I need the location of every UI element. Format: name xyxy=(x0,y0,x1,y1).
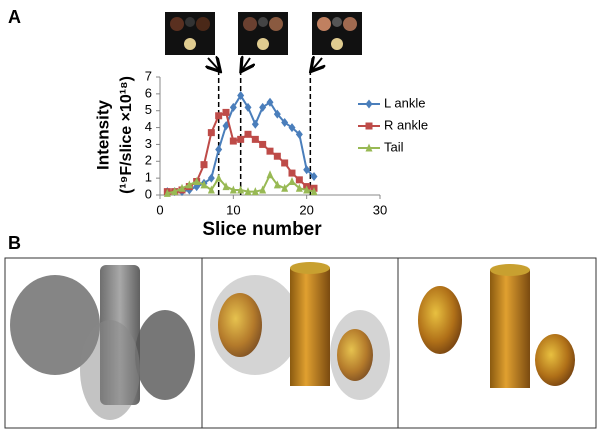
point xyxy=(229,185,237,194)
point xyxy=(288,123,296,133)
y-tick-label: 6 xyxy=(145,85,152,100)
point xyxy=(215,112,223,120)
y-tick-label: 7 xyxy=(145,68,152,83)
y-tick-label: 2 xyxy=(145,153,152,168)
point xyxy=(237,135,245,143)
point xyxy=(237,91,245,101)
point xyxy=(229,102,237,112)
x-tick-label: 0 xyxy=(156,202,163,217)
point xyxy=(259,140,267,148)
point xyxy=(207,129,215,137)
point xyxy=(266,170,274,179)
point xyxy=(273,152,281,160)
point xyxy=(288,177,296,186)
y-tick-label: 1 xyxy=(145,170,152,185)
point xyxy=(310,171,318,181)
point xyxy=(215,173,223,182)
point xyxy=(222,108,230,116)
y-tick-label: 3 xyxy=(145,136,152,151)
point xyxy=(207,173,215,183)
point xyxy=(266,97,274,107)
rendering-panel xyxy=(201,257,399,429)
point xyxy=(310,187,318,196)
point xyxy=(281,183,289,192)
rendering-panel xyxy=(4,257,203,429)
point xyxy=(303,185,311,194)
point xyxy=(295,129,303,139)
point xyxy=(273,180,281,189)
point xyxy=(266,147,274,155)
point xyxy=(251,187,259,196)
y-tick-label: 0 xyxy=(145,186,152,201)
point xyxy=(200,161,208,169)
point xyxy=(295,183,303,192)
point xyxy=(281,118,289,128)
arrow xyxy=(208,58,219,70)
point xyxy=(222,121,230,131)
point xyxy=(259,185,267,194)
thumbnail xyxy=(238,12,288,55)
legend-marker xyxy=(365,122,373,130)
rendering-panel xyxy=(397,257,597,429)
point xyxy=(171,187,179,196)
legend-label: R ankle xyxy=(384,117,428,132)
point xyxy=(222,182,230,191)
x-tick-label: 20 xyxy=(299,202,313,217)
thumbnail xyxy=(165,12,215,55)
point xyxy=(193,177,201,186)
point xyxy=(273,109,281,119)
point xyxy=(215,144,223,154)
point xyxy=(251,119,259,129)
legend-label: L ankle xyxy=(384,95,425,110)
x-axis-title: Slice number xyxy=(202,219,322,240)
point xyxy=(178,183,186,192)
legend-marker xyxy=(365,99,373,109)
arrow xyxy=(242,58,250,70)
legend-label: Tail xyxy=(384,139,404,154)
point xyxy=(281,159,289,167)
point xyxy=(244,130,252,138)
point xyxy=(229,137,237,145)
point xyxy=(259,102,267,112)
point xyxy=(185,180,193,189)
x-tick-label: 10 xyxy=(226,202,240,217)
panel-label: A xyxy=(8,7,21,27)
point xyxy=(303,165,311,175)
y-axis-title: Intensity xyxy=(93,100,112,170)
point xyxy=(237,185,245,194)
arrow xyxy=(312,58,322,70)
point xyxy=(244,102,252,112)
legend-marker xyxy=(365,143,373,152)
panel-label: B xyxy=(8,233,21,253)
point xyxy=(295,176,303,184)
x-tick-label: 30 xyxy=(373,202,387,217)
y-tick-label: 4 xyxy=(145,119,152,134)
y-tick-label: 5 xyxy=(145,102,152,117)
y-axis-title: (¹⁹F/slice ×10¹⁸) xyxy=(118,76,135,194)
thumbnail xyxy=(312,12,362,55)
point xyxy=(288,169,296,177)
point xyxy=(207,185,215,194)
point xyxy=(163,188,171,197)
point xyxy=(200,180,208,189)
point xyxy=(244,187,252,196)
point xyxy=(251,135,259,143)
